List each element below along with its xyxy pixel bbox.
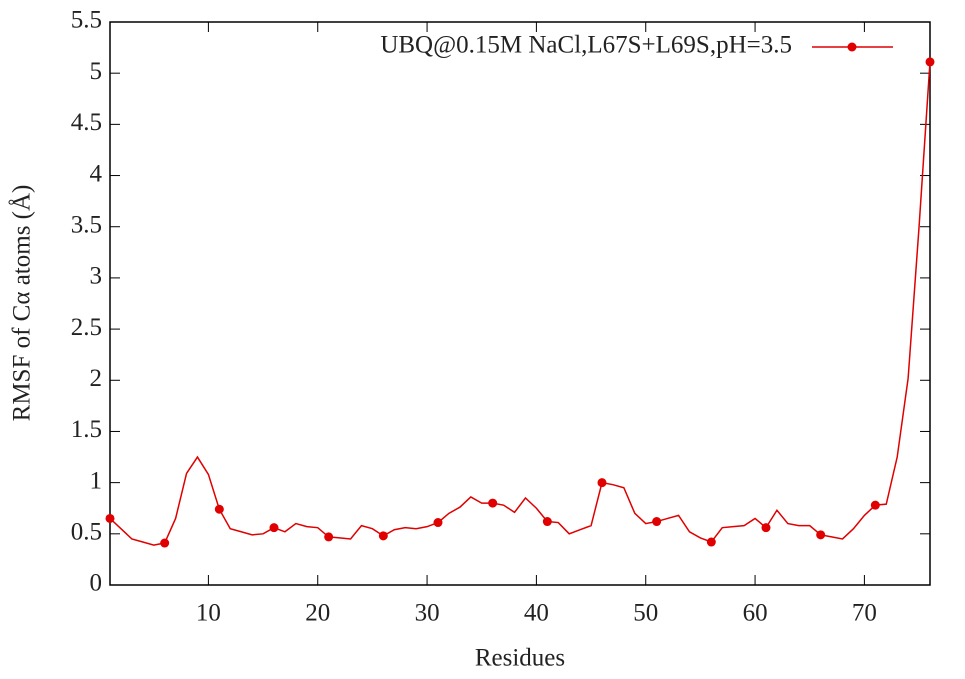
y-tick-label: 2: [90, 365, 103, 392]
data-point: [542, 517, 552, 527]
data-line: [109, 61, 931, 546]
x-axis-label: Residues: [475, 645, 565, 672]
y-tick-label: 3: [90, 263, 103, 290]
data-point: [652, 517, 662, 527]
y-tick-label: 5.5: [71, 7, 102, 34]
x-tick-label: 40: [524, 600, 549, 627]
data-point: [925, 57, 935, 67]
data-point: [214, 504, 224, 514]
x-tick-label: 60: [743, 600, 768, 627]
x-tick-label: 20: [305, 600, 330, 627]
y-tick-label: 0: [90, 570, 103, 597]
data-point: [597, 478, 607, 488]
data-point: [816, 530, 826, 540]
x-tick-label: 50: [633, 600, 658, 627]
data-point: [324, 532, 334, 542]
plot-frame: [109, 21, 931, 586]
x-tick-label: 10: [196, 600, 221, 627]
legend-marker: [847, 42, 857, 52]
data-point: [378, 531, 388, 541]
y-tick-label: 4: [90, 160, 103, 187]
data-point: [105, 513, 115, 523]
y-tick-label: 3.5: [71, 211, 102, 238]
data-point: [761, 523, 771, 533]
y-tick-label: 2.5: [71, 314, 102, 341]
y-axis-label: RMSF of Cα atoms (Å): [9, 185, 36, 422]
x-tick-label: 70: [852, 600, 877, 627]
x-tick-label: 30: [415, 600, 440, 627]
y-tick-label: 0.5: [71, 519, 102, 546]
data-point: [488, 498, 498, 508]
y-tick-label: 1: [90, 467, 103, 494]
data-point: [269, 523, 279, 533]
y-tick-label: 1.5: [71, 416, 102, 443]
legend-label: UBQ@0.15M NaCl,L67S+L69S,pH=3.5: [380, 32, 792, 59]
data-point: [160, 538, 170, 548]
y-tick-label: 4.5: [71, 109, 102, 136]
data-point: [706, 537, 716, 547]
data-point: [870, 500, 880, 510]
data-point: [433, 518, 443, 528]
y-tick-label: 5: [90, 58, 103, 85]
